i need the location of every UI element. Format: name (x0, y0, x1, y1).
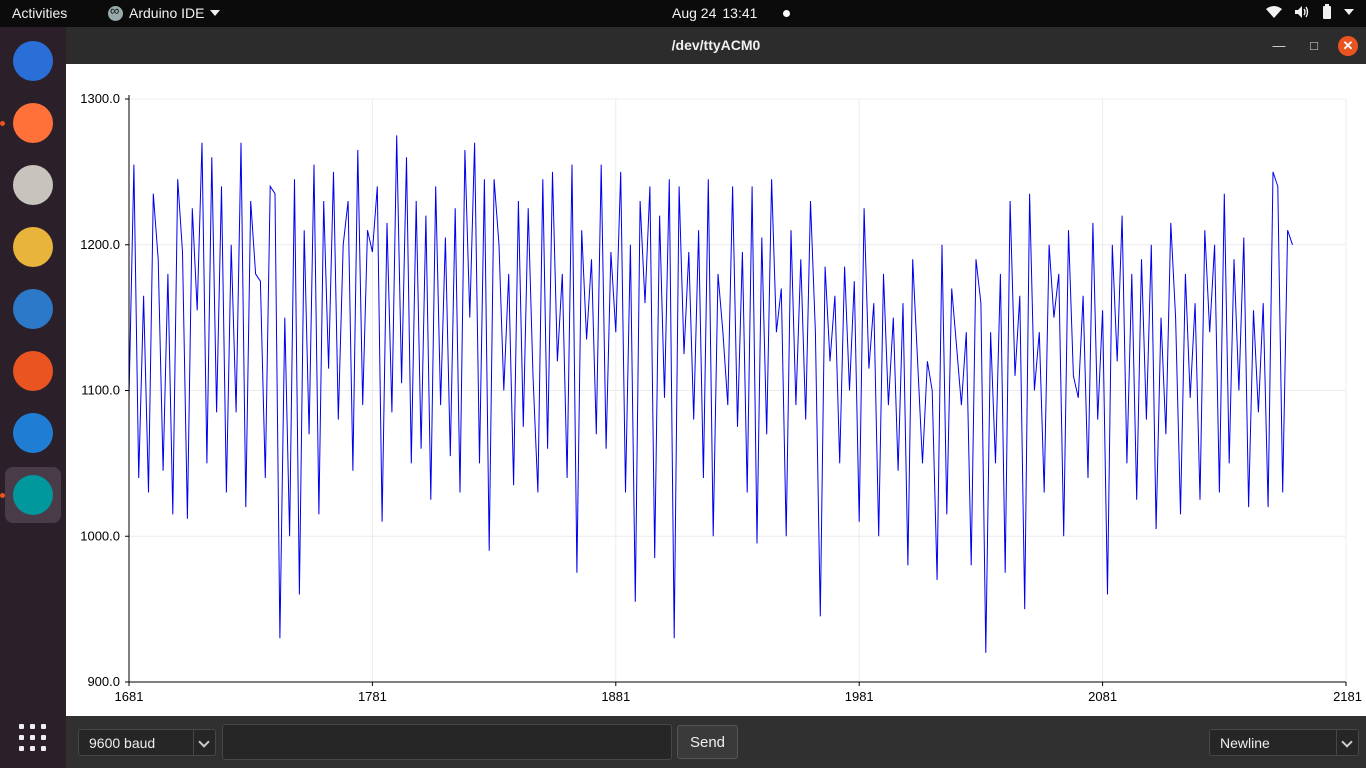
clock-time: 13:41 (722, 5, 758, 21)
serial-input[interactable] (222, 724, 672, 760)
dock (0, 27, 66, 768)
window-title: /dev/ttyACM0 (671, 37, 761, 53)
x-tick-label: 1981 (845, 689, 874, 704)
bottom-bar: 9600 baud Send Newline (66, 716, 1366, 768)
y-tick-label: 1000.0 (80, 528, 120, 543)
x-tick-label: 2081 (1088, 689, 1117, 704)
clock-date: Aug 24 (672, 5, 717, 21)
x-tick-label: 2181 (1333, 689, 1362, 704)
writer-icon (13, 289, 53, 329)
dock-item-rhythmbox[interactable] (5, 219, 61, 275)
volume-icon (1295, 5, 1309, 18)
dock-item-thunderbird[interactable] (5, 33, 61, 89)
close-icon[interactable]: ✕ (1338, 36, 1358, 56)
show-applications-icon[interactable] (19, 724, 47, 752)
maximize-icon[interactable]: □ (1310, 38, 1318, 53)
x-tick-label: 1881 (601, 689, 630, 704)
dock-item-arduino[interactable] (5, 467, 61, 523)
running-indicator (0, 493, 5, 498)
dock-item-writer[interactable] (5, 281, 61, 337)
y-tick-label: 1300.0 (80, 91, 120, 106)
rhythmbox-icon (13, 227, 53, 267)
dock-item-software[interactable] (5, 343, 61, 399)
activities-button[interactable]: Activities (12, 5, 68, 21)
x-tick-label: 1781 (358, 689, 387, 704)
software-icon (13, 351, 53, 391)
dock-item-help[interactable] (5, 405, 61, 461)
y-tick-label: 1200.0 (80, 237, 120, 252)
files-icon (13, 165, 53, 205)
system-tray[interactable] (1266, 4, 1354, 19)
dock-item-firefox[interactable] (5, 95, 61, 151)
battery-icon (1323, 4, 1331, 19)
arduino-small-icon (108, 3, 123, 21)
arduino-icon (13, 475, 53, 515)
firefox-icon (13, 103, 53, 143)
dock-item-files[interactable] (5, 157, 61, 213)
running-indicator (0, 121, 5, 126)
app-menu-label: Arduino IDE (129, 5, 205, 21)
baud-select-value: 9600 baud (89, 735, 156, 751)
serial-plotter-window: /dev/ttyACM0 — □ ✕ 1300.0 1200.0 1100.0 100… (66, 27, 1366, 768)
system-menu-caret-icon (1344, 8, 1354, 15)
send-button[interactable]: Send (677, 725, 738, 759)
chevron-down-icon (193, 730, 215, 755)
help-icon (13, 413, 53, 453)
chevron-down-icon (1336, 730, 1358, 755)
line-ending-select[interactable]: Newline (1209, 729, 1359, 756)
line-ending-value: Newline (1220, 735, 1270, 751)
y-tick-label: 1100.0 (81, 383, 120, 398)
series-line (128, 135, 1293, 653)
minimize-icon[interactable]: — (1272, 38, 1286, 53)
notification-dot-icon (783, 9, 791, 17)
app-menu[interactable]: Arduino IDE (108, 3, 221, 21)
title-bar[interactable]: /dev/ttyACM0 — □ ✕ (66, 27, 1366, 64)
top-bar: Activities Arduino IDE Aug 24 13:41 (0, 0, 1366, 27)
x-tick-label: 1681 (115, 689, 144, 704)
thunderbird-icon (13, 41, 53, 81)
clock[interactable]: Aug 24 13:41 (672, 5, 791, 21)
wifi-icon (1266, 5, 1282, 18)
baud-select[interactable]: 9600 baud (78, 729, 216, 756)
y-tick-label: 900.0 (87, 674, 120, 689)
caret-down-icon (210, 10, 221, 16)
